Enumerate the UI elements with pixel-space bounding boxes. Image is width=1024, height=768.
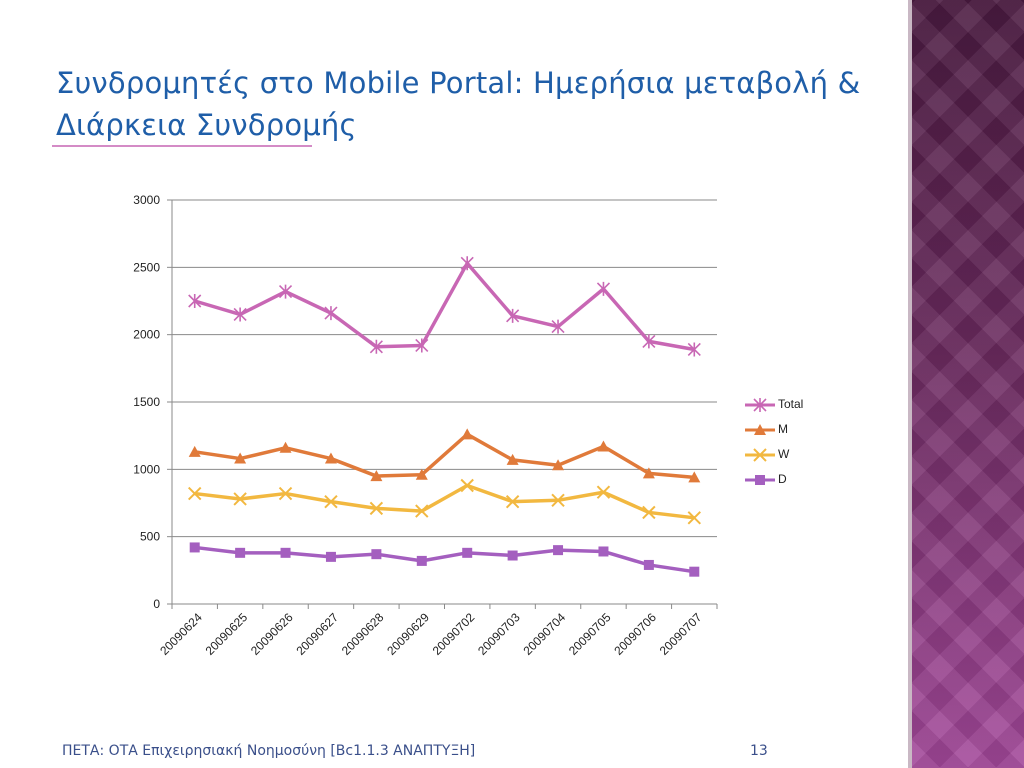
data-point — [643, 559, 654, 570]
data-point — [234, 452, 247, 464]
data-point — [460, 478, 474, 493]
data-point — [552, 459, 565, 471]
data-point — [233, 492, 247, 506]
data-point — [235, 547, 246, 558]
data-point — [507, 550, 518, 561]
data-point — [642, 467, 655, 479]
data-point — [324, 452, 337, 464]
data-point — [551, 319, 565, 334]
data-point — [687, 342, 701, 357]
data-point — [755, 475, 765, 485]
x-tick-label: 20090628 — [339, 610, 387, 658]
x-tick-label: 20090625 — [203, 610, 251, 658]
data-point — [416, 555, 427, 566]
decorative-side-panel — [912, 0, 1024, 768]
x-tick-label: 20090706 — [611, 610, 659, 658]
x-tick-label: 20090704 — [521, 610, 569, 658]
data-point — [324, 306, 338, 321]
data-point — [506, 308, 520, 323]
data-point — [551, 493, 565, 508]
data-point — [642, 334, 656, 349]
data-point — [324, 494, 338, 509]
footer-text: ΠΕΤΑ: ΟΤΑ Επιχειρησιακή Νοημοσύνη [Bc1.1… — [62, 743, 476, 759]
series-line — [194, 432, 695, 480]
series-line — [194, 545, 695, 574]
data-point — [553, 545, 564, 556]
data-point — [753, 448, 767, 462]
data-point — [460, 256, 474, 271]
data-point — [687, 511, 701, 525]
y-tick-label: 2000 — [133, 328, 160, 342]
legend-label: D — [778, 472, 787, 486]
data-point — [370, 470, 383, 482]
x-tick-label: 20090703 — [475, 610, 523, 658]
data-point — [188, 445, 201, 457]
side-panel-edge — [908, 0, 912, 768]
data-point — [415, 504, 429, 518]
page-number: 13 — [750, 743, 768, 759]
legend-label: W — [778, 447, 790, 461]
slide-title: Συνδρομητές στο Mobile Portal: Ημερήσια … — [56, 66, 861, 142]
line-chart: 0 500 1000 1500 2000 2500 3000 2009062420090625… — [133, 193, 718, 658]
series-line — [194, 483, 695, 520]
data-point — [369, 501, 384, 516]
data-point — [642, 505, 656, 520]
data-point — [461, 428, 474, 440]
title-underline — [52, 145, 312, 147]
x-tick-label: 20090627 — [293, 610, 341, 658]
x-tick-label: 20090705 — [566, 610, 614, 658]
data-point — [280, 547, 291, 558]
data-point — [278, 486, 293, 501]
legend-label: Total — [778, 397, 804, 411]
data-point — [188, 486, 202, 501]
data-point — [597, 440, 610, 452]
data-point — [369, 339, 383, 354]
data-point — [596, 485, 611, 499]
data-point — [506, 453, 519, 465]
y-tick-label: 1500 — [133, 395, 160, 409]
x-tick-label: 20090702 — [430, 610, 478, 658]
data-point — [279, 441, 292, 453]
legend-swatch — [745, 424, 775, 435]
data-point — [505, 494, 520, 509]
data-point — [689, 566, 700, 577]
x-tick-label: 20090629 — [384, 610, 432, 658]
y-tick-label: 2500 — [133, 260, 160, 274]
y-tick-label: 1000 — [133, 462, 160, 476]
data-point — [754, 424, 766, 435]
y-tick-label: 500 — [140, 530, 160, 544]
legend-swatch — [745, 475, 775, 485]
legend-label: M — [778, 422, 788, 436]
data-point — [233, 307, 247, 322]
data-point — [371, 549, 382, 560]
data-point — [688, 471, 701, 483]
data-point — [415, 338, 429, 353]
y-tick-label: 3000 — [133, 193, 160, 207]
data-point — [325, 551, 336, 562]
data-point — [462, 547, 473, 558]
x-tick-label: 20090707 — [657, 610, 705, 658]
legend-swatch — [745, 398, 775, 412]
data-point — [753, 398, 767, 412]
series-line — [194, 261, 695, 352]
y-tick-label: 0 — [153, 597, 160, 611]
data-point — [189, 542, 200, 553]
data-point — [278, 284, 293, 299]
x-tick-label: 20090626 — [248, 610, 296, 658]
x-tick-label: 20090624 — [157, 610, 205, 658]
legend-swatch — [745, 448, 775, 462]
data-point — [415, 468, 428, 480]
data-point — [598, 546, 609, 557]
data-point — [596, 281, 611, 296]
data-point — [188, 294, 202, 308]
